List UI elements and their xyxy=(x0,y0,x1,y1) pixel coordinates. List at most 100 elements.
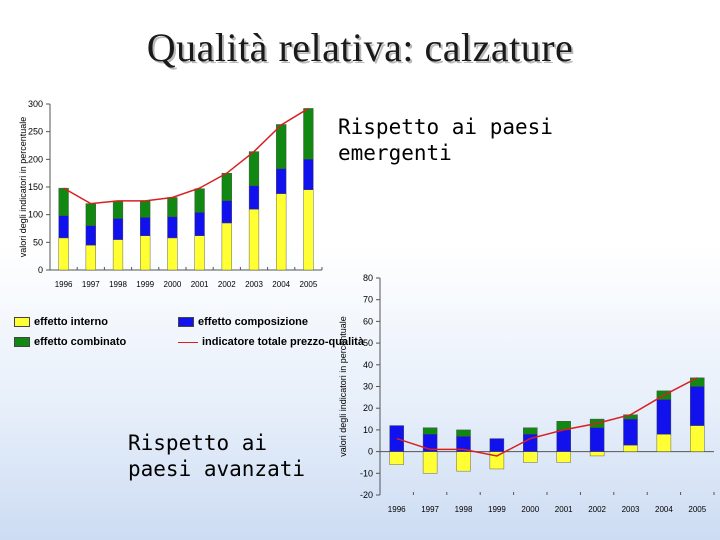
x-tick-label: 1997 xyxy=(82,280,100,289)
legend-swatch-blue xyxy=(178,317,194,327)
x-tick-label: 1998 xyxy=(455,505,473,514)
bar-effetto-composizione-1999 xyxy=(489,438,505,452)
bar-effetto-composizione-2004 xyxy=(276,168,287,194)
bar-effetto-interno-2005 xyxy=(690,425,705,452)
y-axis-label: valori degli indicatori in percentuale xyxy=(338,316,348,457)
bar-effetto-combinato-2002 xyxy=(221,172,232,202)
bar-effetto-interno-2004 xyxy=(656,434,672,452)
x-tick-label: 1997 xyxy=(421,505,439,514)
bar-effetto-composizione-1999 xyxy=(140,217,151,236)
caption-avanzati: Rispetto ai paesi avanzati xyxy=(128,431,306,481)
bar-effetto-interno-2003 xyxy=(623,444,638,452)
legend-label: effetto composizione xyxy=(198,316,309,328)
bar-effetto-combinato-2001 xyxy=(194,188,205,213)
y-tick-label: 0 xyxy=(38,265,43,275)
x-tick-label: 2000 xyxy=(164,280,182,289)
x-tick-label: 2002 xyxy=(588,505,606,514)
legend-item-effetto-combinato: effetto combinato xyxy=(14,336,126,348)
x-tick-label: 1996 xyxy=(388,505,406,514)
bar-effetto-interno-2003 xyxy=(248,208,260,271)
line-indicatore-totale xyxy=(63,107,309,205)
x-tick-label: 2002 xyxy=(218,280,236,289)
y-tick-label: 60 xyxy=(363,316,373,326)
bar-effetto-composizione-2003 xyxy=(623,418,638,446)
y-tick-label: -20 xyxy=(360,490,373,500)
y-axis-label: valori degli indicatori in percentuale xyxy=(18,117,28,258)
bar-effetto-combinato-1996 xyxy=(58,187,69,216)
bar-effetto-composizione-1996 xyxy=(58,215,69,239)
legend-swatch-green xyxy=(14,337,30,347)
bar-effetto-composizione-1998 xyxy=(112,218,124,240)
y-tick-label: 30 xyxy=(363,382,373,392)
bar-effetto-interno-1999 xyxy=(140,235,151,271)
x-tick-label: 2004 xyxy=(655,505,673,514)
bar-effetto-composizione-2001 xyxy=(194,212,205,236)
bar-effetto-combinato-2004 xyxy=(276,124,287,169)
x-tick-label: 2000 xyxy=(521,505,539,514)
y-tick-label: 70 xyxy=(363,295,373,305)
bar-effetto-combinato-2000 xyxy=(167,197,178,218)
bar-effetto-interno-2000 xyxy=(523,451,538,463)
bar-effetto-combinato-1998 xyxy=(112,200,124,219)
y-tick-label: 40 xyxy=(363,360,373,370)
x-tick-label: 1996 xyxy=(55,280,73,289)
bar-effetto-combinato-2000 xyxy=(523,427,538,435)
legend-line-red xyxy=(178,341,198,343)
bar-effetto-composizione-2001 xyxy=(556,429,571,452)
legend-swatch-yellow xyxy=(14,317,30,327)
bar-effetto-combinato-2005 xyxy=(690,377,705,387)
bar-effetto-interno-2002 xyxy=(221,222,232,271)
bar-effetto-interno-1998 xyxy=(112,239,124,271)
legend-item-effetto-interno: effetto interno xyxy=(14,316,108,328)
chart-avanzati: valori degli indicatori in percentuale -2… xyxy=(338,273,715,514)
bar-effetto-interno-2001 xyxy=(556,451,571,463)
legend-label: effetto combinato xyxy=(34,336,127,348)
legend-label: indicatore totale prezzo-qualità xyxy=(202,336,364,348)
legend-item-indicatore-totale: indicatore totale prezzo-qualità xyxy=(178,336,364,348)
bar-effetto-composizione-2004 xyxy=(656,399,672,435)
bar-effetto-interno-2004 xyxy=(276,193,287,271)
bar-effetto-combinato-1998 xyxy=(456,429,471,437)
y-tick-label: 80 xyxy=(363,273,373,283)
y-tick-label: -10 xyxy=(360,468,373,478)
slide-title: Qualità relativa: calzature xyxy=(146,25,574,70)
y-tick-label: 50 xyxy=(363,338,373,348)
bar-effetto-combinato-1997 xyxy=(422,427,438,435)
x-tick-label: 2004 xyxy=(272,280,290,289)
y-tick-label: 0 xyxy=(368,447,373,457)
y-tick-label: 250 xyxy=(28,127,43,137)
bar-effetto-combinato-2005 xyxy=(303,108,314,160)
chart-legend: effetto interno effetto composizione eff… xyxy=(14,314,364,354)
bar-effetto-composizione-2002 xyxy=(589,427,605,452)
line-indicatore-totale xyxy=(396,377,698,457)
chart-emergenti: valori degli indicatori in percentuale 0 5… xyxy=(18,99,323,289)
x-tick-label: 2005 xyxy=(688,505,706,514)
y-tick-label: 10 xyxy=(363,425,373,435)
bar-effetto-interno-2000 xyxy=(167,237,178,271)
bar-effetto-composizione-2003 xyxy=(248,185,260,210)
bar-effetto-interno-2005 xyxy=(303,189,314,271)
bar-effetto-combinato-2003 xyxy=(248,151,260,187)
y-tick-label: 200 xyxy=(28,154,43,164)
x-tick-label: 2005 xyxy=(300,280,318,289)
x-tick-label: 2003 xyxy=(245,280,263,289)
bar-effetto-interno-2002 xyxy=(589,451,605,457)
bar-effetto-interno-1996 xyxy=(389,451,404,465)
bar-effetto-interno-1997 xyxy=(422,451,438,474)
bar-effetto-interno-2001 xyxy=(194,235,205,271)
bar-effetto-composizione-2000 xyxy=(167,216,178,239)
bar-effetto-composizione-2005 xyxy=(303,159,314,190)
bar-effetto-composizione-1997 xyxy=(85,225,96,246)
y-tick-label: 100 xyxy=(28,210,43,220)
x-tick-label: 2001 xyxy=(191,280,209,289)
y-tick-label: 20 xyxy=(363,403,373,413)
y-tick-label: 50 xyxy=(33,237,43,247)
y-tick-label: 150 xyxy=(28,182,43,192)
y-tick-label: 300 xyxy=(28,99,43,109)
x-tick-label: 1999 xyxy=(136,280,154,289)
bar-effetto-interno-1998 xyxy=(456,451,471,472)
bar-effetto-composizione-2005 xyxy=(690,386,705,426)
x-tick-label: 2001 xyxy=(555,505,573,514)
bar-effetto-combinato-1999 xyxy=(140,200,151,218)
x-tick-label: 2003 xyxy=(622,505,640,514)
